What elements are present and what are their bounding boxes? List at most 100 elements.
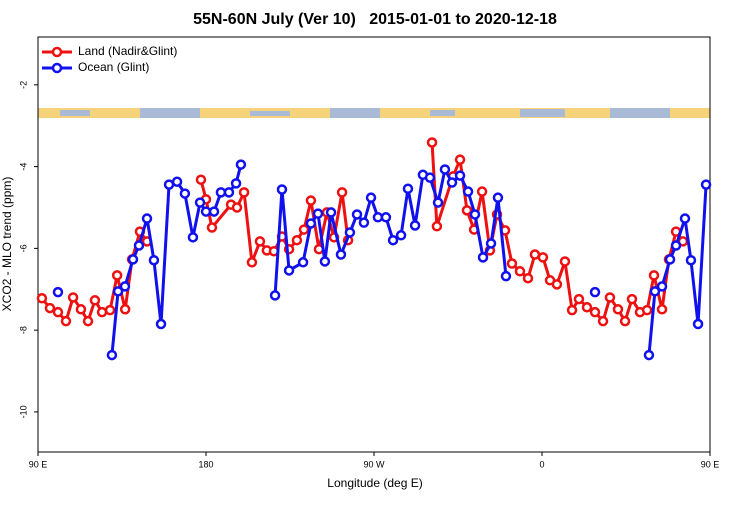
data-point xyxy=(612,304,624,315)
data-point xyxy=(626,293,638,305)
legend-label: Land (Nadir&Glint) xyxy=(78,44,177,58)
data-point xyxy=(358,217,370,228)
data-point xyxy=(685,254,697,266)
data-point xyxy=(206,222,218,233)
data-point xyxy=(44,302,56,314)
data-point xyxy=(351,209,363,220)
data-point xyxy=(476,186,488,197)
x-tick-label: 90 W xyxy=(363,459,385,469)
data-point xyxy=(643,349,655,361)
data-point xyxy=(305,195,317,206)
data-point xyxy=(446,177,458,188)
data-point xyxy=(619,315,631,327)
data-point xyxy=(566,304,578,316)
data-point xyxy=(89,295,101,306)
x-tick-label: 90 E xyxy=(701,459,720,469)
data-point xyxy=(187,232,199,243)
data-point xyxy=(208,206,220,217)
data-point xyxy=(133,240,145,251)
data-point xyxy=(60,315,72,327)
data-point xyxy=(119,304,131,315)
data-point xyxy=(52,286,64,298)
data-point xyxy=(344,227,356,238)
legend-label: Ocean (Glint) xyxy=(78,60,149,74)
data-point xyxy=(469,209,481,220)
data-point xyxy=(365,192,377,203)
data-point xyxy=(119,281,131,292)
data-point xyxy=(462,186,474,197)
data-point xyxy=(670,240,682,251)
data-point xyxy=(589,286,601,298)
data-point xyxy=(679,213,691,224)
data-point xyxy=(387,234,399,246)
data-point xyxy=(223,187,235,198)
data-point xyxy=(551,279,563,290)
y-tick-label: -2 xyxy=(18,81,28,89)
data-point xyxy=(426,137,438,148)
data-point xyxy=(254,236,266,247)
data-point xyxy=(297,257,309,268)
data-point xyxy=(171,176,183,187)
data-point xyxy=(656,281,668,292)
data-point xyxy=(319,256,331,267)
legend-marker xyxy=(51,62,63,74)
data-point xyxy=(597,315,609,327)
data-point xyxy=(104,304,116,316)
x-axis-title: Longitude (deg E) xyxy=(327,476,422,490)
data-point xyxy=(514,266,526,277)
data-point xyxy=(477,252,489,263)
data-point xyxy=(235,159,247,170)
data-point xyxy=(194,197,206,208)
data-point xyxy=(649,286,661,297)
y-tick-label: -10 xyxy=(18,405,28,418)
data-point xyxy=(537,252,549,263)
data-point xyxy=(276,184,288,195)
data-point xyxy=(82,315,94,327)
chart-title: 55N-60N July (Ver 10) 2015-01-01 to 2020… xyxy=(193,11,557,28)
y-axis-title: XCO2 - MLO trend (ppm) xyxy=(0,177,14,312)
data-point xyxy=(559,256,571,267)
data-point xyxy=(492,192,504,203)
data-point xyxy=(604,292,616,303)
data-point xyxy=(409,220,421,231)
data-point xyxy=(522,272,534,284)
data-point xyxy=(380,212,392,223)
data-point xyxy=(36,293,48,304)
data-point xyxy=(179,188,191,199)
data-point xyxy=(454,170,466,181)
data-point xyxy=(581,302,593,313)
data-point xyxy=(231,202,243,213)
data-point xyxy=(432,197,444,208)
data-point xyxy=(500,270,512,282)
data-point xyxy=(424,172,436,183)
data-point xyxy=(506,258,518,269)
data-point xyxy=(700,179,712,190)
data-point xyxy=(127,254,139,265)
data-point xyxy=(656,304,668,315)
data-point xyxy=(589,306,601,318)
data-point xyxy=(75,304,87,315)
y-tick-label: -8 xyxy=(18,326,28,334)
data-point xyxy=(664,254,676,265)
data-point xyxy=(298,224,310,235)
data-point xyxy=(283,265,295,276)
data-point xyxy=(641,304,653,316)
y-tick-label: -6 xyxy=(18,244,28,252)
data-point xyxy=(291,234,303,246)
map-strip xyxy=(38,108,710,118)
data-point xyxy=(246,257,258,268)
data-point xyxy=(648,270,660,281)
data-point xyxy=(335,249,347,260)
x-tick-label: 180 xyxy=(198,459,213,469)
data-point xyxy=(692,318,704,330)
data-point xyxy=(454,154,466,165)
data-point xyxy=(325,207,337,218)
data-point xyxy=(305,218,317,229)
x-tick-label: 90 E xyxy=(29,459,48,469)
data-point xyxy=(439,164,451,175)
data-point xyxy=(461,205,473,216)
data-point xyxy=(96,306,108,318)
legend-marker xyxy=(51,46,63,58)
data-point xyxy=(148,254,160,266)
